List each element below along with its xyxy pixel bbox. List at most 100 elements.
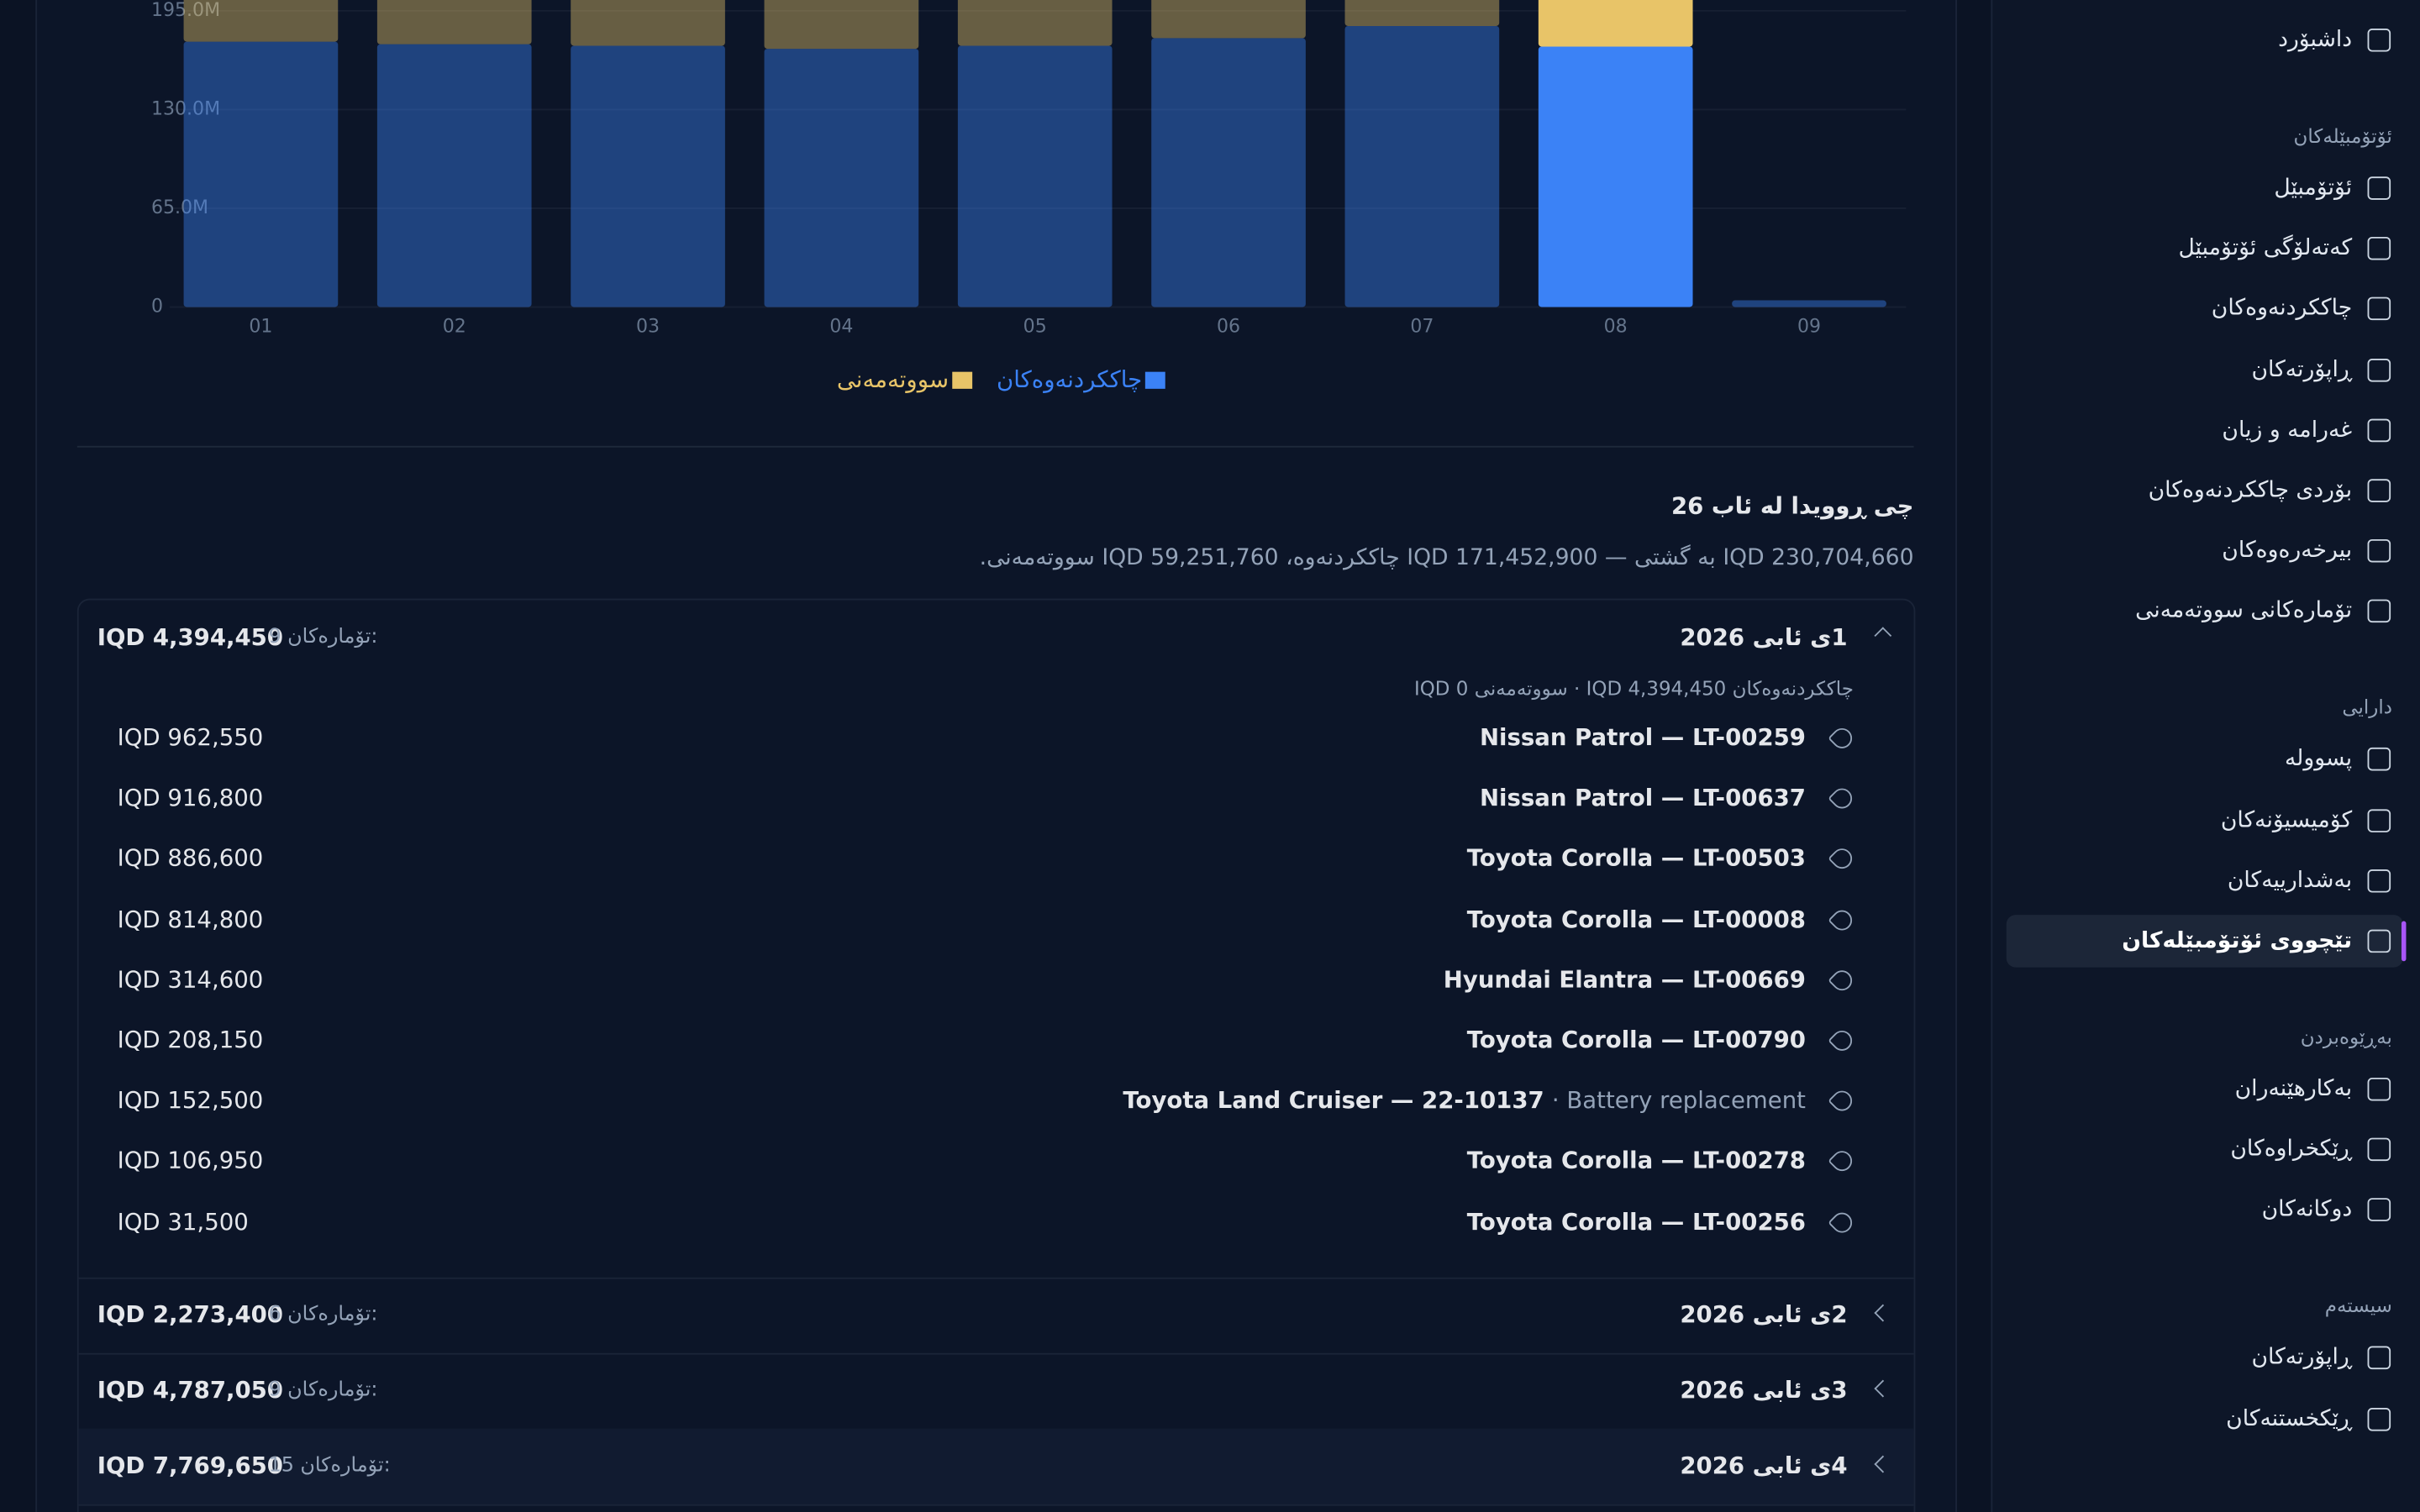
nav-icon: [2367, 869, 2391, 893]
count-value: 9: [268, 625, 281, 649]
nav-item[interactable]: غەرامە و زیان: [2222, 417, 2353, 443]
legend: چاککردنەوەکان سووتەمەنی: [837, 365, 1165, 393]
record-amount: IQD 916,800: [117, 784, 264, 812]
count-value: 6: [268, 1302, 281, 1326]
group-total: IQD 7,769,650: [97, 1451, 283, 1480]
legend-item[interactable]: سووتەمەنی: [837, 365, 972, 393]
active-bg: [2006, 915, 2403, 968]
nav-item[interactable]: داشبۆرد: [2278, 28, 2353, 53]
chart: 0 65.0M 130.0M 195.0M 01 02 03 04 05 06 07 08 09: [151, 0, 1907, 337]
nav-item[interactable]: کۆمیسیۆنەکان: [2220, 807, 2353, 833]
nav-item[interactable]: بیرخەرەوەکان: [2222, 538, 2353, 564]
record-name: Toyota Corolla — LT-00278: [1466, 1147, 1806, 1175]
legend-swatch: [1144, 370, 1165, 388]
nav-icon: [2367, 929, 2391, 953]
section-title: دارایی: [2342, 696, 2392, 719]
group[interactable]: [78, 1428, 1914, 1506]
group-title[interactable]: 1ی ئابی 2026: [1680, 623, 1848, 652]
y-tick-label: 195.0M: [151, 0, 220, 21]
nav-item[interactable]: ڕاپۆرتەکان: [2251, 357, 2353, 382]
bar-segment: [1538, 46, 1693, 307]
active-bar: [2401, 921, 2407, 962]
record-title[interactable]: Nissan Patrol — LT-00637: [1480, 784, 1806, 811]
x-tick-label: 03: [636, 316, 660, 337]
bar-segment: [1732, 300, 1886, 307]
nav-icon: [2367, 539, 2391, 563]
nav-item[interactable]: چاککردنەوەکان: [2211, 297, 2353, 322]
group-sub: چاککردنەوەکان IQD 4,394,450 · سووتەمەنی …: [1413, 676, 1854, 700]
record-title[interactable]: Toyota Land Cruiser — 22-10137 · Battery …: [1123, 1086, 1806, 1114]
group-title[interactable]: 4ی ئابی 2026: [1680, 1451, 1848, 1480]
x-tick-label: 07: [1410, 316, 1434, 337]
group[interactable]: [78, 1277, 1914, 1355]
record-title[interactable]: Toyota Corolla — LT-00008: [1467, 905, 1806, 932]
nav-item[interactable]: بەشدارییەکان: [2227, 868, 2353, 894]
record-name: Toyota Corolla — LT-00008: [1466, 905, 1806, 933]
group-title[interactable]: 2ی ئابی 2026: [1680, 1299, 1848, 1329]
record-amount: IQD 962,550: [117, 723, 264, 752]
group[interactable]: [78, 600, 1914, 1279]
bar-segment: [1344, 0, 1500, 26]
section-title: سیستەم: [2324, 1294, 2392, 1318]
group-count: 15 تۆمارەکان:: [269, 1454, 391, 1478]
group-count: 9 تۆمارەکان:: [269, 626, 378, 649]
record-amount: IQD 31,500: [117, 1207, 249, 1236]
count-label: تۆمارەکان:: [300, 1453, 391, 1478]
count-value: 9: [268, 1378, 281, 1402]
group-total: IQD 4,787,050: [97, 1375, 283, 1404]
nav-icon: [2367, 1347, 2391, 1370]
bar-segment: [376, 0, 532, 45]
nav-item[interactable]: ڕێکخراوەکان: [2230, 1137, 2353, 1163]
nav-icon: [2367, 1077, 2391, 1101]
record-name: Toyota Land Cruiser — 22-10137: [1123, 1086, 1544, 1115]
x-tick-label: 06: [1217, 316, 1240, 337]
bar-segment: [376, 44, 532, 307]
nav-item[interactable]: ڕاپۆرتەکان: [2251, 1346, 2353, 1371]
nav-icon: [2367, 358, 2391, 381]
nav-item[interactable]: ڕێکخستنەکان: [2226, 1406, 2353, 1431]
y-tick-label: 0: [151, 297, 163, 318]
record-name: Hyundai Elantra — LT-00669: [1443, 965, 1806, 994]
bar-segment: [764, 49, 919, 307]
x-tick-label: 05: [1023, 316, 1047, 337]
record-title[interactable]: Toyota Corolla — LT-00790: [1467, 1026, 1806, 1053]
summary-text: IQD 230,704,660 بە گشتی — IQD 171,452,90…: [979, 546, 1914, 571]
bar-segment: [183, 41, 339, 307]
nav-icon: [2367, 297, 2391, 321]
bar-segment: [1344, 25, 1500, 307]
bar-segment: [571, 0, 725, 46]
bar-segment: [1538, 0, 1693, 47]
legend-swatch: [951, 370, 972, 388]
group-title[interactable]: 3ی ئابی 2026: [1680, 1375, 1848, 1404]
record-amount: IQD 886,600: [117, 844, 264, 873]
nav-item[interactable]: ئۆتۆمبێل: [2274, 176, 2353, 201]
divider: [76, 445, 1914, 448]
nav-icon: [2367, 1198, 2391, 1222]
record-title[interactable]: Toyota Corolla — LT-00256: [1467, 1207, 1806, 1235]
nav-item[interactable]: کەتەلۆگی ئۆتۆمبێل: [2178, 236, 2353, 261]
nav-item[interactable]: پسوولە: [2284, 747, 2353, 773]
nav-item[interactable]: دوکانەکان: [2261, 1198, 2353, 1223]
record-title[interactable]: Nissan Patrol — LT-00259: [1480, 723, 1806, 751]
bar-segment: [1151, 0, 1306, 39]
accordion: 1ی ئابی 2026 IQD 4,394,450 9 تۆمارەکان: چاکک…: [76, 598, 1916, 1512]
y-tick-label: 130.0M: [151, 98, 220, 119]
record-title[interactable]: Hyundai Elantra — LT-00669: [1444, 965, 1806, 993]
record-name: Nissan Patrol — LT-00637: [1479, 784, 1806, 812]
count-value: 15: [268, 1453, 294, 1478]
x-tick-label: 04: [829, 316, 853, 337]
bar-segment: [183, 0, 339, 42]
nav-item[interactable]: بۆردی چاککردنەوەکان: [2148, 478, 2353, 503]
nav-icon: [2367, 28, 2391, 52]
x-tick-label: 02: [443, 316, 466, 337]
record-title[interactable]: Toyota Corolla — LT-00503: [1467, 844, 1806, 872]
nav-item[interactable]: تێچووی ئۆتۆمبێلەکان: [2122, 928, 2353, 954]
nav-icon: [2367, 1137, 2391, 1162]
nav-item[interactable]: تۆمارەکانی سووتەمەنی: [2135, 599, 2353, 624]
nav-item[interactable]: بەکارهێنەران: [2234, 1077, 2353, 1102]
section-title: ئۆتۆمبێلەکان: [2293, 123, 2392, 148]
sidebar: داشبۆرد ئۆتۆمبێلەکان ئۆتۆمبێل کەتەلۆگی ئۆتۆ…: [1991, 0, 2420, 1512]
record-name: Toyota Corolla — LT-00256: [1466, 1207, 1806, 1236]
record-title[interactable]: Toyota Corolla — LT-00278: [1467, 1147, 1806, 1174]
legend-item[interactable]: چاککردنەوەکان: [997, 365, 1165, 393]
